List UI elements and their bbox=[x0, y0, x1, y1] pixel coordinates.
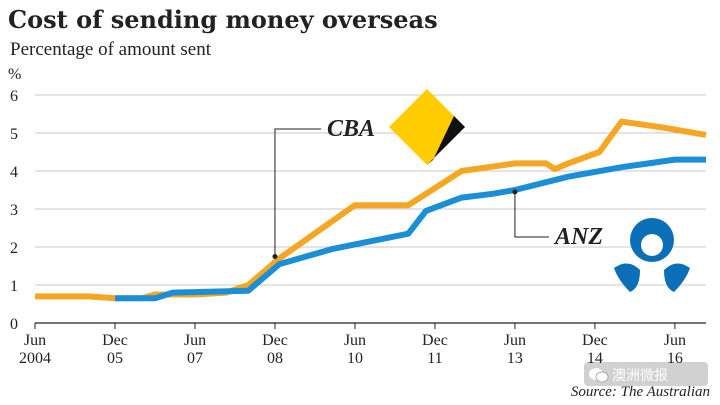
watermark-background bbox=[584, 362, 708, 386]
x-tick-label-month: Dec bbox=[582, 332, 608, 349]
x-tick-label-month: Jun bbox=[24, 332, 46, 349]
series-line-cba bbox=[35, 118, 707, 302]
y-tick-label: 6 bbox=[10, 88, 18, 105]
y-tick-label: 1 bbox=[10, 278, 18, 295]
annotations: CBA ANZ bbox=[272, 116, 603, 259]
cba-diamond-logo bbox=[389, 89, 465, 165]
series-layer bbox=[35, 118, 707, 302]
series-line-anz bbox=[115, 156, 706, 302]
x-tick-label-year: 10 bbox=[347, 350, 363, 367]
x-tick-label-year: 16 bbox=[667, 350, 683, 367]
y-tick-label: 3 bbox=[10, 202, 18, 219]
watermark-text: 澳洲微报 bbox=[612, 368, 668, 384]
x-tick-label-month: Jun bbox=[184, 332, 206, 349]
chart-subtitle: Percentage of amount sent bbox=[10, 39, 212, 60]
x-tick-label-month: Dec bbox=[262, 332, 288, 349]
x-tick-label-month: Jun bbox=[344, 332, 366, 349]
x-tick-label-year: 08 bbox=[267, 350, 283, 367]
chart-title: Cost of sending money overseas bbox=[8, 5, 438, 34]
y-axis-unit-label: % bbox=[8, 66, 21, 83]
y-tick-label: 4 bbox=[10, 164, 18, 181]
callout-leader-cba bbox=[274, 128, 321, 257]
wechat-icon bbox=[589, 368, 609, 383]
gridlines bbox=[35, 94, 706, 324]
x-tick-label-month: Dec bbox=[102, 332, 128, 349]
x-tick-label-year: 11 bbox=[427, 350, 442, 367]
anz-logo bbox=[614, 218, 690, 292]
x-tick-label-year: 14 bbox=[587, 350, 603, 367]
callout-leader-anz bbox=[514, 191, 549, 238]
x-tick-label-month: Jun bbox=[504, 332, 526, 349]
series-label-anz: ANZ bbox=[553, 224, 603, 250]
y-tick-label: 0 bbox=[10, 316, 18, 333]
x-tick-label-year: 05 bbox=[107, 350, 123, 367]
source-note: Source: The Australian bbox=[571, 384, 710, 400]
x-tick-label-month: Dec bbox=[422, 332, 448, 349]
y-tick-label: 2 bbox=[10, 240, 18, 257]
x-tick-label-year: 2004 bbox=[19, 350, 51, 367]
callout-dot-anz bbox=[512, 189, 518, 195]
watermark: 澳洲微报 bbox=[584, 362, 708, 386]
callout-dot-cba bbox=[272, 254, 278, 259]
y-axis-ticks: 0 1 2 3 4 5 6 bbox=[10, 88, 18, 333]
x-tick-label-year: 07 bbox=[187, 350, 203, 367]
series-label-cba: CBA bbox=[327, 116, 375, 142]
x-tick-label-year: 13 bbox=[507, 350, 523, 367]
x-tick-label-month: Jun bbox=[664, 332, 686, 349]
x-axis-ticks: Jun2004Dec05Jun07Dec08Jun10Dec11Jun13Dec… bbox=[19, 322, 706, 367]
y-tick-label: 5 bbox=[10, 126, 18, 143]
